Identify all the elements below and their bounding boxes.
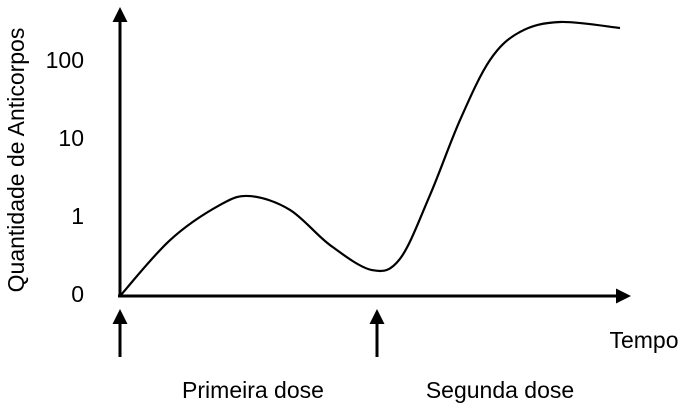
dose-label: Segunda dose [426,377,574,403]
line-series [119,20,621,297]
y-tick-label: 100 [46,47,84,73]
dose-label: Primeira dose [182,377,324,403]
y-tick-label: 10 [58,125,84,151]
y-tick-label: 1 [71,203,84,229]
x-axis-label: Tempo [609,327,678,353]
y-axis-label: Quantidade de Anticorpos [3,28,29,293]
y-tick-label: 0 [71,281,84,307]
